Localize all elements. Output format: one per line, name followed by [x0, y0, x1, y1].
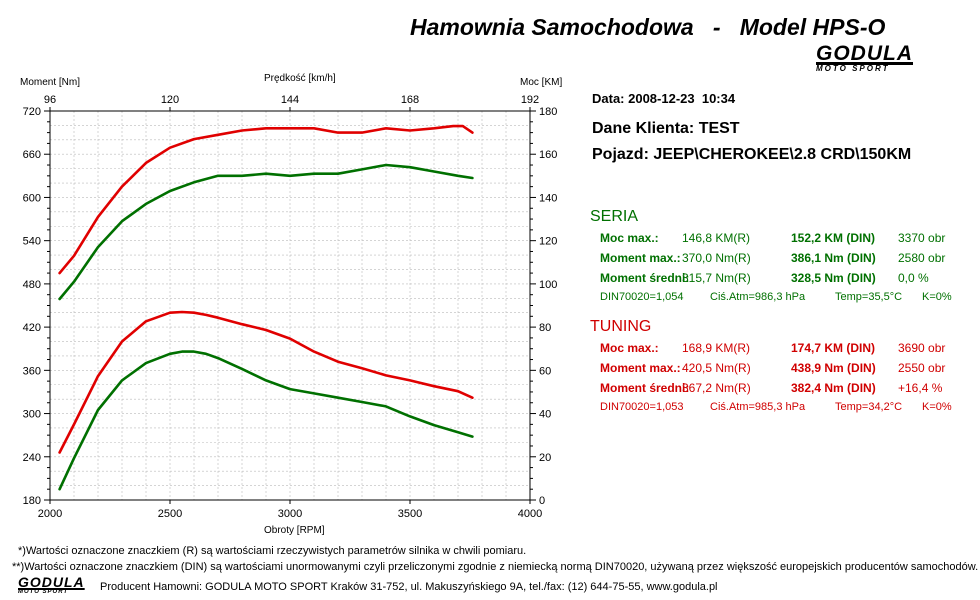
- tuning-title: TUNING: [590, 318, 652, 335]
- row-r-value: 367,2 Nm(R): [682, 381, 751, 395]
- row-din-value: 382,4 Nm (DIN): [791, 381, 876, 395]
- left-tick-label: 480: [23, 279, 41, 291]
- right-tick-label: 40: [539, 409, 551, 421]
- row-din-value: 386,1 Nm (DIN): [791, 251, 876, 265]
- test-date: Data: 2008-12-23 10:34: [592, 91, 736, 106]
- x-tick-label: 3500: [398, 508, 422, 520]
- top-tick-label: 144: [281, 94, 299, 106]
- note-din-values: **)Wartości oznaczone znaczkiem (DIN) są…: [12, 561, 979, 573]
- top-tick-label: 192: [521, 94, 539, 106]
- left-tick-label: 180: [23, 495, 41, 507]
- row-din-value: 174,7 KM (DIN): [791, 341, 876, 355]
- row-label: Moment średni:: [600, 271, 690, 285]
- row-r-value: 168,9 KM(R): [682, 341, 751, 355]
- footer-logo: GODULA MOTO SPORT: [18, 574, 94, 596]
- series-line-3: [58, 163, 474, 301]
- row-label: Moment max.:: [600, 361, 681, 375]
- seria-row-torque: Moment max.: 370,0 Nm(R) 386,1 Nm (DIN) …: [600, 251, 970, 267]
- top-tick-label: 96: [44, 94, 56, 106]
- logo-subtext: MOTO SPORT: [18, 589, 69, 595]
- top-axis-label: Prędkość [km/h]: [264, 73, 336, 84]
- series-line-2: [58, 350, 474, 491]
- seria-conditions: DIN70020=1,054 Ciś.Atm=986,3 hPa Temp=35…: [600, 291, 970, 307]
- tuning-row-avg: Moment średni: 367,2 Nm(R) 382,4 Nm (DIN…: [600, 381, 970, 397]
- right-tick-label: 140: [539, 192, 557, 204]
- seria-row-power: Moc max.: 146,8 KM(R) 152,2 KM (DIN) 337…: [600, 231, 970, 247]
- logo-subtext: MOTO SPORT: [816, 64, 890, 73]
- row-label: Moment max.:: [600, 251, 681, 265]
- row-din-value: 152,2 KM (DIN): [791, 231, 876, 245]
- logo-text: GODULA: [816, 42, 913, 65]
- tuning-row-power: Moc max.: 168,9 KM(R) 174,7 KM (DIN) 369…: [600, 341, 970, 357]
- atm-pressure: Ciś.Atm=986,3 hPa: [710, 291, 806, 303]
- row-r-value: 315,7 Nm(R): [682, 271, 751, 285]
- right-tick-label: 120: [539, 236, 557, 248]
- left-tick-label: 660: [23, 149, 41, 161]
- x-tick-label: 2500: [158, 508, 182, 520]
- din-factor: DIN70020=1,053: [600, 401, 684, 413]
- right-tick-label: 0: [539, 495, 545, 507]
- k-factor: K=0%: [922, 291, 952, 303]
- client-name: Dane Klienta: TEST: [592, 120, 740, 137]
- left-tick-label: 360: [23, 365, 41, 377]
- top-tick-label: 168: [401, 94, 419, 106]
- temperature: Temp=35,5°C: [835, 291, 903, 303]
- series-line-1: [58, 124, 474, 275]
- vehicle-name: Pojazd: JEEP\CHEROKEE\2.8 CRD\150KM: [592, 146, 912, 163]
- left-tick-label: 720: [23, 106, 41, 118]
- left-tick-label: 300: [23, 409, 41, 421]
- row-rpm: 2580 obr: [898, 251, 946, 265]
- row-r-value: 370,0 Nm(R): [682, 251, 751, 265]
- x-tick-label: 3000: [278, 508, 302, 520]
- temperature: Temp=34,2°C: [835, 401, 903, 413]
- row-rpm: 2550 obr: [898, 361, 946, 375]
- din-factor: DIN70020=1,054: [600, 291, 684, 303]
- left-axis-label: Moment [Nm]: [20, 77, 80, 88]
- top-tick-label: 120: [161, 94, 179, 106]
- row-r-value: 420,5 Nm(R): [682, 361, 751, 375]
- left-tick-label: 540: [23, 236, 41, 248]
- x-tick-label: 2000: [38, 508, 62, 520]
- row-label: Moc max.:: [600, 341, 659, 355]
- row-rpm: 3690 obr: [898, 341, 946, 355]
- right-tick-label: 100: [539, 279, 557, 291]
- right-tick-label: 160: [539, 149, 557, 161]
- row-label: Moc max.:: [600, 231, 659, 245]
- right-tick-label: 60: [539, 365, 551, 377]
- atm-pressure: Ciś.Atm=985,3 hPa: [710, 401, 806, 413]
- row-rpm: 3370 obr: [898, 231, 946, 245]
- producer-info: Producent Hamowni: GODULA MOTO SPORT Kra…: [100, 581, 718, 593]
- row-din-value: 328,5 Nm (DIN): [791, 271, 876, 285]
- row-label: Moment średni:: [600, 381, 690, 395]
- chart-grid: [50, 111, 530, 500]
- note-real-values: *)Wartości oznaczone znaczkiem (R) są wa…: [18, 545, 527, 557]
- seria-title: SERIA: [590, 208, 639, 225]
- chart-series: [58, 124, 474, 491]
- tuning-row-torque: Moment max.: 420,5 Nm(R) 438,9 Nm (DIN) …: [600, 361, 970, 377]
- tuning-conditions: DIN70020=1,053 Ciś.Atm=985,3 hPa Temp=34…: [600, 401, 970, 417]
- row-r-value: 146,8 KM(R): [682, 231, 751, 245]
- plot-frame: [49, 110, 531, 501]
- page-title: Hamownia Samochodowa - Model HPS-O: [410, 14, 886, 40]
- series-line-0: [58, 310, 474, 454]
- k-factor: K=0%: [922, 401, 952, 413]
- row-rpm: 0,0 %: [898, 271, 929, 285]
- left-tick-label: 600: [23, 192, 41, 204]
- right-axis-label: Moc [KM]: [520, 77, 562, 88]
- x-tick-label: 4000: [518, 508, 542, 520]
- row-din-value: 438,9 Nm (DIN): [791, 361, 876, 375]
- row-rpm: +16,4 %: [898, 381, 943, 395]
- right-tick-label: 20: [539, 452, 551, 464]
- left-tick-label: 240: [23, 452, 41, 464]
- left-tick-label: 420: [23, 322, 41, 334]
- godula-logo: GODULA MOTO SPORT: [816, 42, 928, 76]
- seria-row-avg: Moment średni: 315,7 Nm(R) 328,5 Nm (DIN…: [600, 271, 970, 287]
- logo-text: GODULA: [18, 574, 85, 590]
- right-tick-label: 80: [539, 322, 551, 334]
- x-axis-label: Obroty [RPM]: [264, 525, 325, 536]
- right-tick-label: 180: [539, 106, 557, 118]
